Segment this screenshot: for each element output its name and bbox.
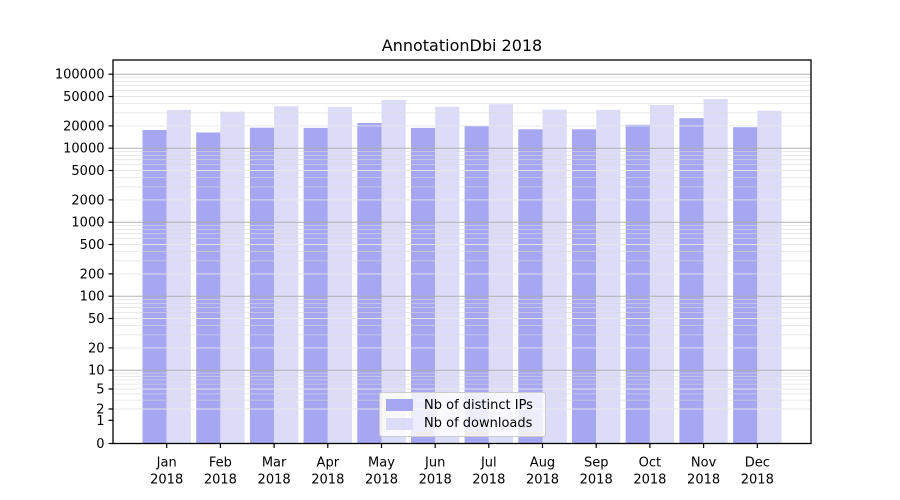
gridlines-group (113, 73, 811, 410)
y-tick-label: 20000 (63, 119, 104, 134)
bar-distinct-ips-feb (196, 132, 221, 444)
bar-distinct-ips-jan (142, 130, 167, 444)
y-tick-label: 100000 (55, 68, 105, 83)
x-tick-label-year: 2018 (365, 473, 398, 488)
x-tick-label-year: 2018 (311, 473, 344, 488)
y-tick-label: 5000 (71, 164, 104, 179)
x-tick-label-month: Feb (209, 456, 232, 471)
legend-label-distinct-ips: Nb of distinct IPs (424, 397, 533, 413)
x-tick-label-month: Jul (480, 456, 497, 471)
y-tick-label: 10000 (63, 142, 104, 157)
bar-downloads-aug (542, 109, 567, 444)
y-tick-label: 10 (88, 364, 105, 379)
x-tick-label-month: Apr (317, 456, 340, 471)
x-tick-label-year: 2018 (204, 473, 237, 488)
x-tick-label-month: May (368, 456, 395, 471)
x-tick-label-year: 2018 (741, 473, 774, 488)
y-tick-label: 100 (80, 290, 105, 305)
bar-distinct-ips-mar (249, 127, 275, 444)
bar-distinct-ips-jul (464, 125, 489, 444)
chart-title: AnnotationDbi 2018 (381, 36, 543, 55)
plot-frame (112, 59, 812, 445)
x-tick-label-year: 2018 (472, 473, 505, 488)
bar-downloads-dec (757, 110, 782, 444)
y-tick-label: 50 (88, 312, 105, 327)
y-tick-label: 200 (80, 267, 105, 282)
legend-item-downloads: Nb of downloads (386, 417, 545, 430)
bar-downloads-nov (703, 99, 728, 444)
legend-item-distinct-ips: Nb of distinct IPs (386, 399, 545, 412)
x-tick-label-year: 2018 (687, 473, 720, 488)
x-tick-label-year: 2018 (258, 473, 291, 488)
downloads-swatch-icon (386, 417, 413, 430)
bar-distinct-ips-jun (411, 127, 436, 444)
bar-distinct-ips-aug (518, 129, 543, 444)
bar-downloads-mar (274, 106, 299, 444)
x-tick-label-year: 2018 (419, 473, 452, 488)
x-tick-label-year: 2018 (580, 473, 613, 488)
x-axis-group: Jan 2018 Feb 2018 Mar 2018 Apr 2018 May 2018 Jun 20… (150, 443, 774, 488)
bar-downloads-jan (166, 109, 191, 444)
x-tick-label-year: 2018 (633, 473, 666, 488)
y-tick-label: 1000 (71, 216, 104, 231)
legend: Nb of distinct IPs Nb of downloads (379, 392, 546, 437)
x-tick-label-month: Jan (156, 456, 177, 471)
y-axis-group: 0 12 5 10 20 50 100 200 500 1000 2000 5000 10000 2000… (55, 68, 113, 452)
bar-distinct-ips-sep (572, 129, 597, 444)
y-tick-label: 2000 (71, 193, 104, 208)
x-tick-label-month: Aug (530, 456, 555, 471)
distinct-ips-swatch-icon (386, 399, 413, 412)
bar-downloads-feb (220, 111, 245, 444)
y-tick-label: 20 (88, 341, 105, 356)
bar-downloads-jun (435, 106, 460, 444)
y-tick-label: 1 (96, 414, 104, 429)
bar-distinct-ips-nov (679, 118, 704, 444)
x-tick-label-month: Nov (691, 456, 717, 471)
y-tick-label: 2 (96, 403, 104, 418)
y-tick-label: 500 (80, 238, 105, 253)
x-tick-label-month: Oct (639, 456, 661, 471)
y-tick-label: 0 (96, 437, 104, 452)
bar-distinct-ips-dec (733, 127, 758, 444)
bar-distinct-ips-oct (625, 124, 650, 444)
bar-distinct-ips-may (357, 123, 382, 444)
y-tick-label: 50000 (63, 90, 104, 105)
bar-downloads-apr (327, 106, 352, 444)
x-tick-label-month: Sep (584, 456, 609, 471)
x-tick-label-month: Jun (424, 456, 445, 471)
bars-group (142, 99, 782, 444)
y-tick-label: 5 (96, 383, 104, 398)
x-tick-label-month: Mar (262, 456, 287, 471)
x-tick-label-month: Dec (745, 456, 770, 471)
bar-distinct-ips-apr (303, 127, 328, 444)
x-tick-label-year: 2018 (150, 473, 183, 488)
bar-downloads-sep (596, 109, 621, 444)
x-tick-label-year: 2018 (526, 473, 559, 488)
bar-downloads-may (381, 100, 406, 444)
legend-label-downloads: Nb of downloads (424, 416, 533, 432)
